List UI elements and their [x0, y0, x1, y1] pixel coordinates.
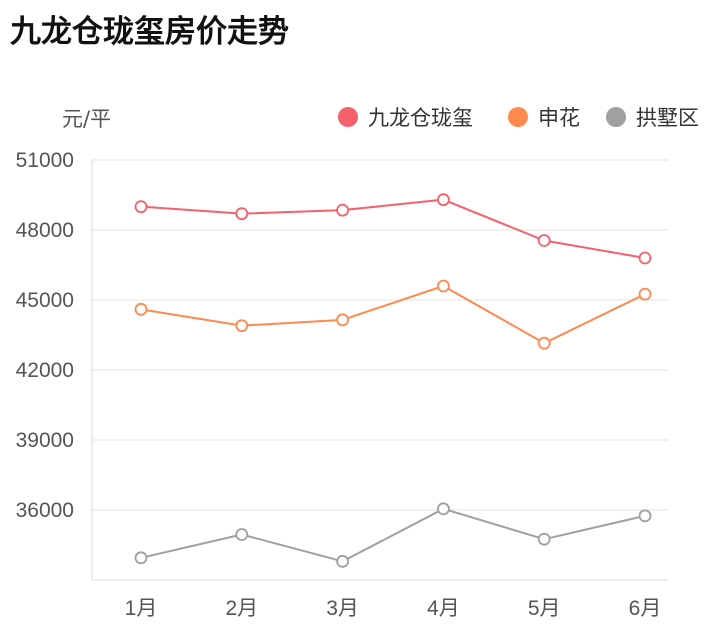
- x-tick-label: 5月: [528, 597, 561, 620]
- legend-label: 拱墅区: [636, 106, 699, 130]
- data-point[interactable]: [537, 336, 551, 350]
- series-line: [140, 285, 646, 345]
- axes: 36000 39000 42000 45000 48000 51000 1月 2月 3月 4月 5月…: [16, 149, 668, 620]
- legend-item[interactable]: 拱墅区: [606, 106, 699, 130]
- data-point[interactable]: [638, 251, 652, 265]
- series-1: [134, 193, 652, 265]
- data-point[interactable]: [235, 528, 249, 541]
- grid-lines: [92, 159, 668, 511]
- data-point[interactable]: [638, 287, 652, 301]
- data-point[interactable]: [436, 193, 450, 207]
- x-tick-label: 3月: [326, 597, 359, 620]
- data-point[interactable]: [235, 207, 249, 221]
- y-tick-label: 48000: [16, 219, 74, 242]
- data-point[interactable]: [537, 234, 551, 247]
- data-point[interactable]: [235, 319, 249, 333]
- series-line: [140, 198, 646, 259]
- x-tick-label: 2月: [225, 597, 258, 620]
- x-tick-label: 1月: [125, 597, 158, 620]
- y-tick-label: 51000: [16, 149, 74, 172]
- data-point[interactable]: [537, 532, 551, 546]
- legend-item[interactable]: 九龙仓珑玺: [338, 106, 473, 130]
- data-point[interactable]: [336, 554, 350, 568]
- data-point[interactable]: [336, 203, 350, 217]
- legend: 九龙仓珑玺 申花 拱墅区: [338, 106, 699, 130]
- legend-label: 九龙仓珑玺: [368, 106, 473, 130]
- x-tick-label: 6月: [629, 597, 662, 620]
- y-axis-unit-label: 元/平: [62, 107, 111, 131]
- data-point[interactable]: [134, 200, 148, 214]
- y-tick-label: 36000: [16, 499, 74, 522]
- series-3: [134, 502, 652, 568]
- legend-item[interactable]: 申花: [508, 106, 580, 130]
- data-point[interactable]: [134, 302, 148, 316]
- legend-marker: [338, 107, 358, 127]
- x-tick-label: 4月: [427, 597, 460, 620]
- y-tick-label: 39000: [16, 429, 74, 452]
- data-point[interactable]: [436, 502, 450, 516]
- data-point[interactable]: [134, 551, 148, 565]
- y-tick-label: 45000: [16, 289, 74, 312]
- y-tick-label: 42000: [16, 359, 74, 382]
- data-point[interactable]: [638, 509, 652, 523]
- legend-marker: [606, 107, 626, 127]
- legend-label: 申花: [538, 106, 580, 130]
- series-2: [134, 279, 652, 350]
- data-point[interactable]: [336, 313, 350, 327]
- data-point[interactable]: [436, 279, 450, 293]
- series-group: [134, 193, 652, 568]
- chart-title: 九龙仓珑玺房价走势: [10, 14, 289, 50]
- legend-marker: [508, 107, 528, 127]
- series-line: [140, 507, 646, 563]
